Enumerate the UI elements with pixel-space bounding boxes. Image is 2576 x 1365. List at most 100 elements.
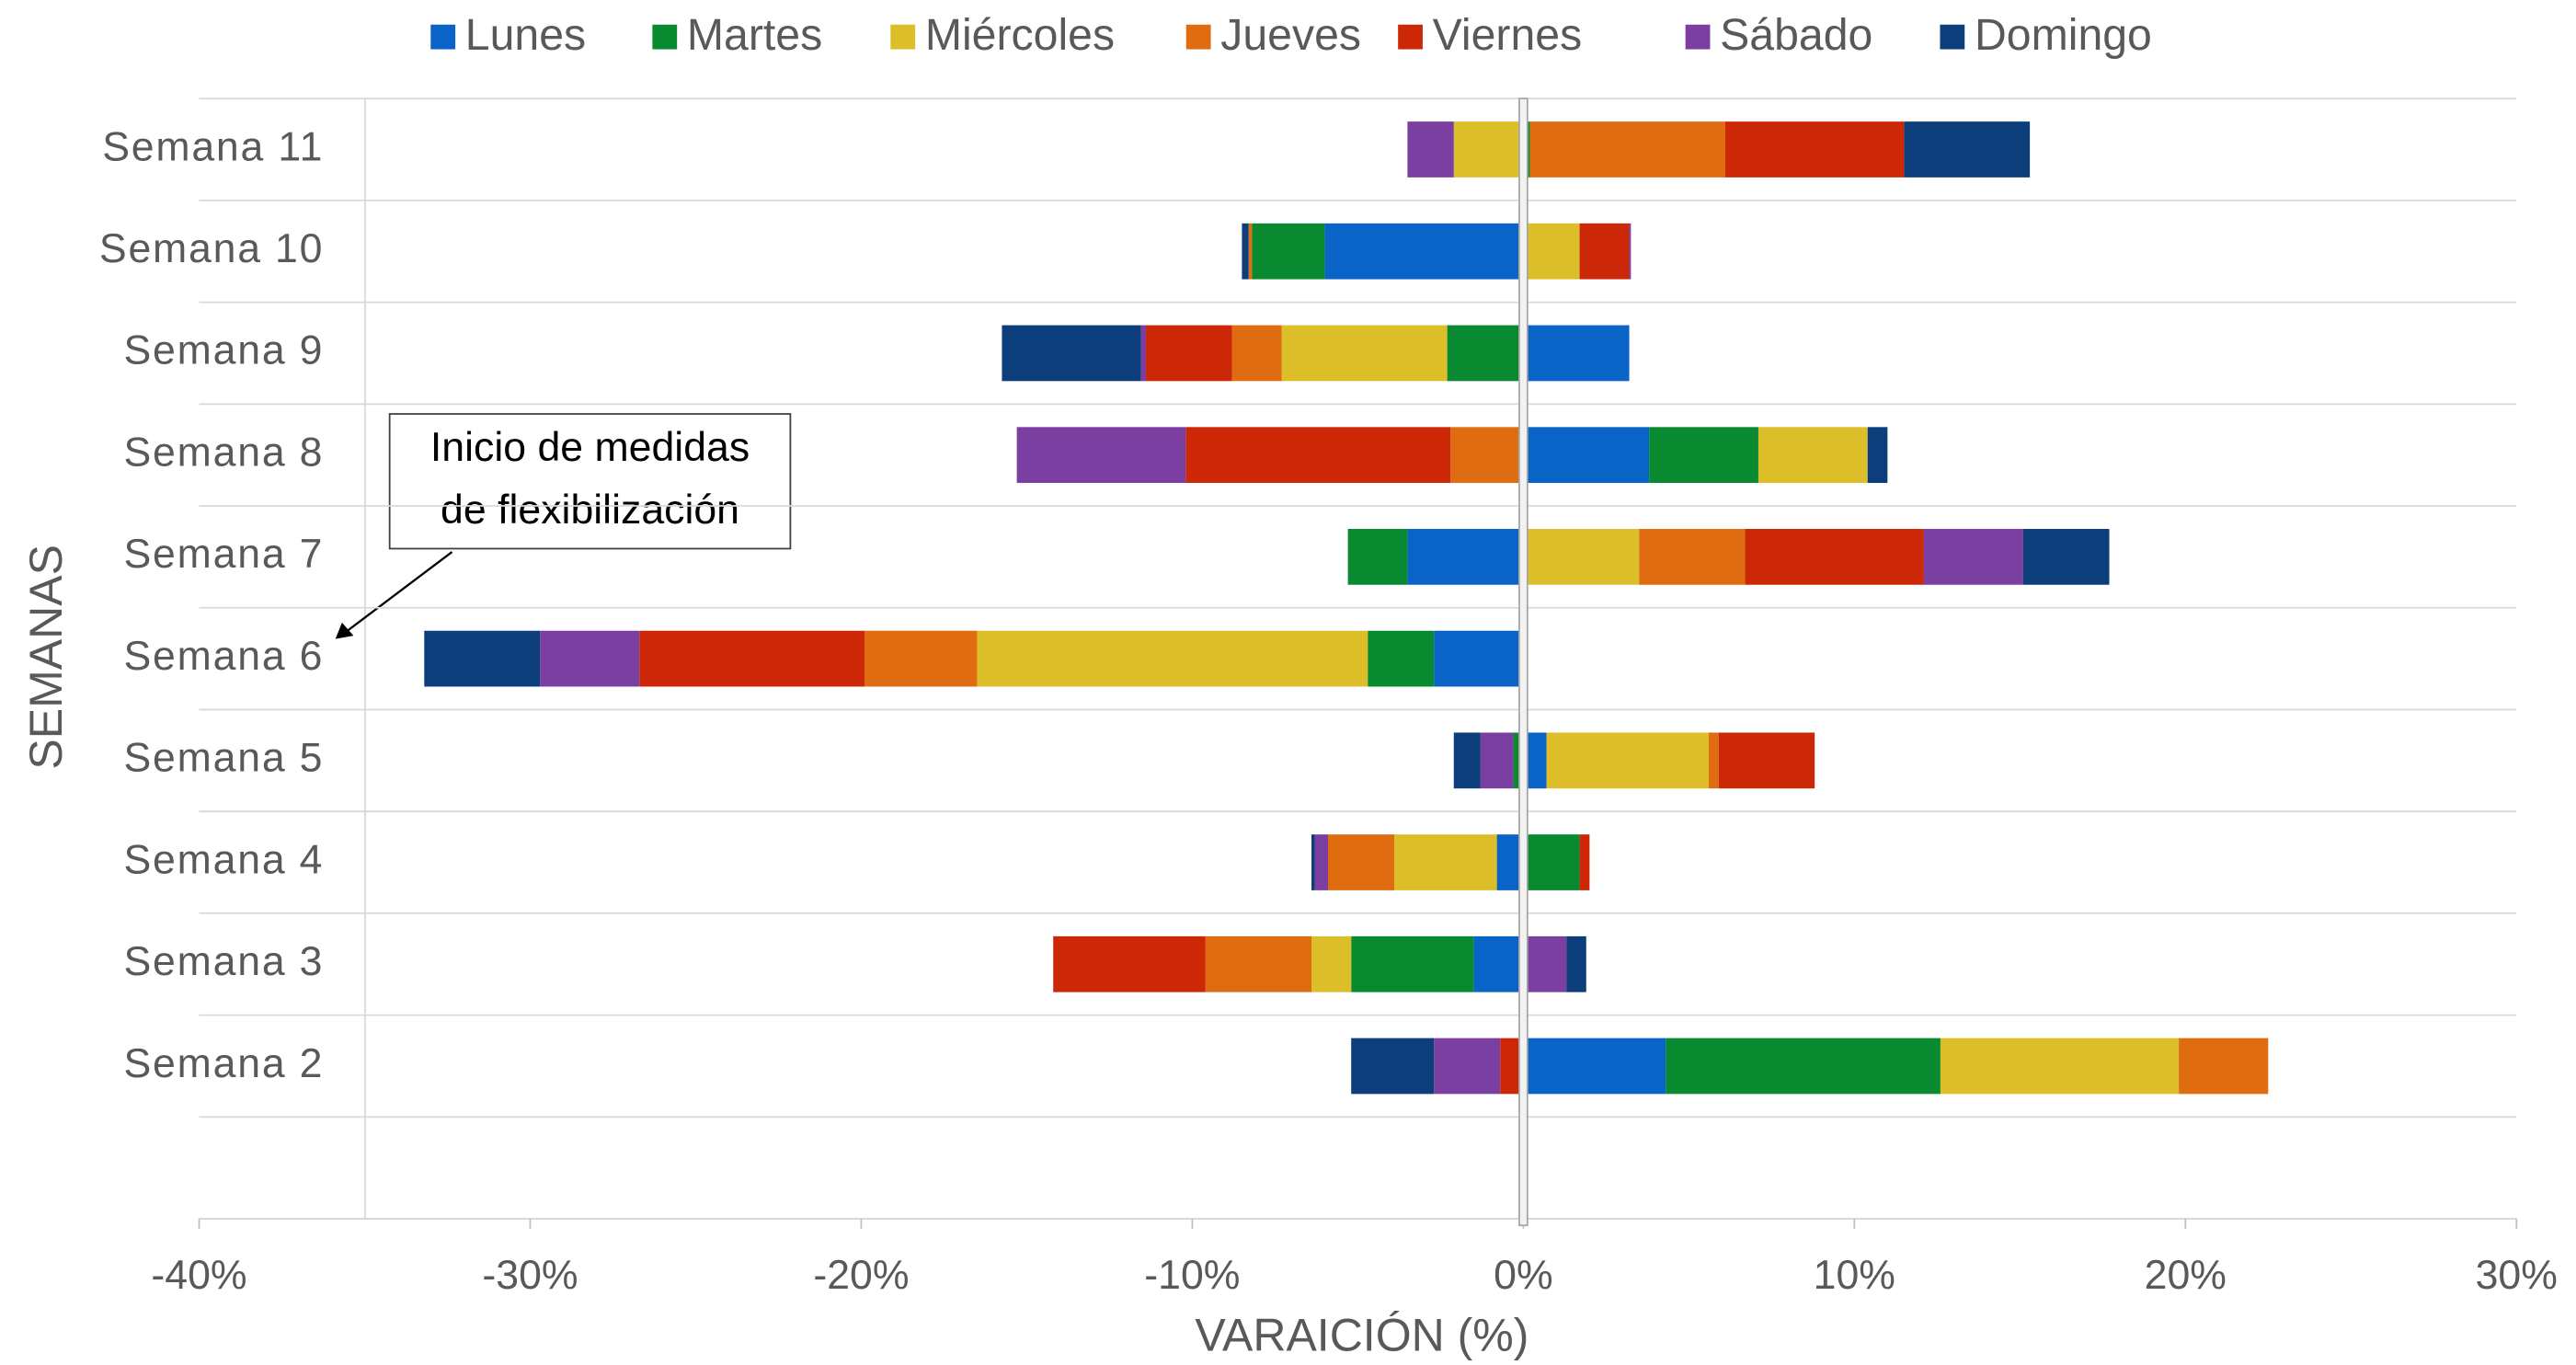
y-tick-label: Semana 5 <box>124 736 325 781</box>
x-axis-title: VARAICIÓN (%) <box>1195 1310 1528 1361</box>
bar-segment <box>1324 223 1524 280</box>
bar-segment <box>1867 427 1888 484</box>
bar-segment <box>1453 121 1520 178</box>
y-tick-label: Semana 2 <box>124 1041 325 1086</box>
y-tick-label: Semana 10 <box>99 226 324 271</box>
bar-segment <box>1639 529 1746 585</box>
bar-segment <box>1523 1038 1666 1095</box>
bar-segment <box>1327 834 1394 890</box>
bar-segment <box>1480 732 1514 789</box>
bar-segment <box>1629 223 1631 280</box>
bar-segment <box>1311 935 1352 992</box>
y-tick-label: Semana 6 <box>124 634 325 679</box>
y-axis-title: SEMANAS <box>20 545 72 770</box>
y-tick-label: Semana 9 <box>124 328 325 373</box>
x-tick-label: 10% <box>1814 1253 1895 1298</box>
bar-segment <box>1513 732 1524 789</box>
bar-segment <box>1311 834 1315 890</box>
bar-segment <box>864 630 978 687</box>
bar-segment <box>1053 935 1206 992</box>
bar-segment <box>1529 121 1725 178</box>
bar-segment <box>1745 529 1924 585</box>
bar-segment <box>1347 529 1408 585</box>
bar-segment <box>1314 834 1328 890</box>
bar-segment <box>2179 1038 2269 1095</box>
x-tick-label: -10% <box>1144 1253 1240 1298</box>
y-tick-label: Semana 8 <box>124 430 325 475</box>
x-tick-label: 0% <box>1494 1253 1553 1298</box>
annotation-arrow <box>344 551 453 634</box>
legend-label: Jueves <box>1220 10 1361 60</box>
bar-segment <box>1666 1038 1941 1095</box>
bar-segment <box>1453 732 1481 789</box>
zero-line <box>1518 98 1528 1227</box>
bar-segment <box>1281 325 1448 382</box>
bar-segment <box>1708 732 1719 789</box>
x-tick-label: -30% <box>482 1253 578 1298</box>
bar-segment <box>1579 223 1630 280</box>
bar-segment <box>1757 427 1868 484</box>
bar-segment <box>1434 1038 1501 1095</box>
x-tick-label: 30% <box>2476 1253 2558 1298</box>
annotation-arrowhead <box>335 622 354 639</box>
y-tick-label: Semana 4 <box>124 837 325 882</box>
y-tick-label: Semana 3 <box>124 939 325 984</box>
bar-segment <box>1016 427 1186 484</box>
legend-swatch <box>1398 24 1423 50</box>
annotation-box <box>388 413 792 550</box>
legend-swatch <box>1940 24 1965 50</box>
bar-segment <box>1252 223 1325 280</box>
bar-segment <box>1940 1038 2180 1095</box>
annotation-text: de flexibilización <box>441 488 739 533</box>
bar-segment <box>1566 935 1586 992</box>
bar-segment <box>1523 325 1630 382</box>
bar-segment <box>1140 325 1147 382</box>
legend-label: Miércoles <box>925 10 1115 60</box>
bar-segment <box>540 630 640 687</box>
bar-segment <box>1579 834 1590 890</box>
bar-segment <box>1546 732 1709 789</box>
x-tick-label: -40% <box>151 1253 246 1298</box>
bar-segment <box>1523 935 1567 992</box>
bar-segment <box>1523 834 1580 890</box>
legend-swatch <box>1685 24 1711 50</box>
bar-segment <box>424 630 541 687</box>
bar-segment <box>1724 121 1905 178</box>
bar-segment <box>1407 121 1454 178</box>
legend-label: Viernes <box>1433 10 1583 60</box>
bar-segment <box>1523 529 1640 585</box>
legend-swatch <box>1185 24 1211 50</box>
x-tick-label: 20% <box>2145 1253 2227 1298</box>
bar-segment <box>639 630 865 687</box>
bar-segment <box>1718 732 1815 789</box>
bar-segment <box>1205 935 1312 992</box>
bar-segment <box>1923 529 2023 585</box>
bar-segment <box>1407 529 1524 585</box>
legend-label: Martes <box>687 10 822 60</box>
legend-swatch <box>890 24 916 50</box>
bar-segment <box>1351 1038 1435 1095</box>
legend-label: Sábado <box>1720 10 1872 60</box>
x-tick-label: -20% <box>813 1253 909 1298</box>
bar-segment <box>1523 223 1580 280</box>
y-tick-label: Semana 7 <box>124 532 325 577</box>
legend-swatch <box>652 24 678 50</box>
bar-segment <box>1649 427 1758 484</box>
bar-segment <box>977 630 1368 687</box>
bar-segment <box>1248 223 1253 280</box>
bar-segment <box>1393 834 1497 890</box>
legend-label: Lunes <box>465 10 586 60</box>
annotation-text: Inicio de medidas <box>430 425 750 470</box>
bar-segment <box>1351 935 1474 992</box>
y-tick-label: Semana 11 <box>102 124 324 169</box>
bar-segment <box>1523 427 1650 484</box>
bar-segment <box>1368 630 1435 687</box>
legend-swatch <box>430 24 456 50</box>
bar-segment <box>2022 529 2110 585</box>
bar-segment <box>1185 427 1451 484</box>
bar-segment <box>1447 325 1524 382</box>
bar-segment <box>1146 325 1232 382</box>
bar-segment <box>1434 630 1524 687</box>
bar-segment <box>1904 121 2031 178</box>
